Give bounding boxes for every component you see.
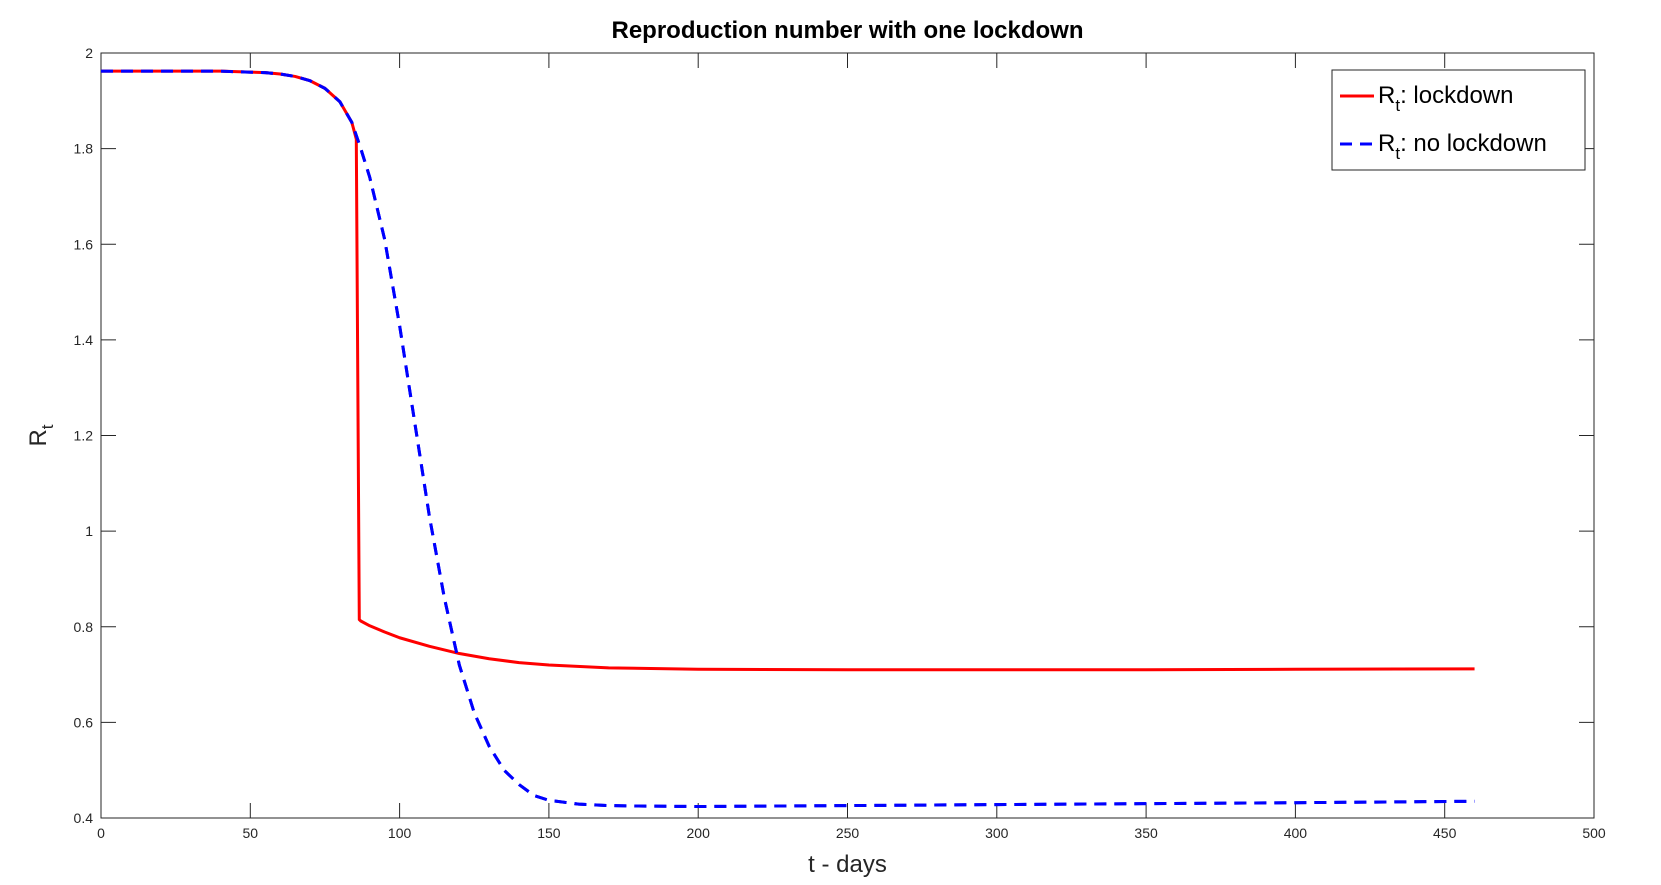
series-layer: [101, 69, 1475, 809]
legend-label-main: R: [1378, 130, 1395, 157]
legend-label: Rt: lockdown: [1378, 82, 1513, 115]
x-axis-label: t - days: [808, 851, 887, 878]
x-tick-label: 250: [836, 825, 860, 841]
y-tick-label: 1.6: [74, 236, 94, 252]
legend-box: [1331, 69, 1586, 171]
y-tick-label: 1.8: [74, 141, 94, 157]
y-tick-label: 1.2: [74, 428, 94, 444]
x-tick-label: 400: [1284, 825, 1308, 841]
legend-label-rest: : no lockdown: [1400, 130, 1547, 157]
chart-title: Reproduction number with one lockdown: [612, 17, 1084, 44]
x-tick-label: 100: [388, 825, 412, 841]
legend-label-rest: : lockdown: [1400, 82, 1513, 109]
y-tick-label: 0.4: [74, 810, 94, 826]
y-tick-label: 2: [85, 45, 93, 61]
y-axis-label-main: R: [25, 429, 52, 446]
y-axis-ticks: 0.4 0.6 0.8 1 1.2 1.4 1.6 1.8 2: [74, 45, 1594, 826]
legend-label-subscript: t: [1395, 96, 1400, 115]
x-tick-label: 450: [1433, 825, 1457, 841]
legend-label: Rt: no lockdown: [1378, 130, 1547, 163]
series-line-no-lockdown-overlay: [101, 69, 1475, 809]
y-axis-label-subscript: t: [38, 424, 57, 429]
x-tick-label: 300: [985, 825, 1009, 841]
legend-label-subscript: t: [1395, 144, 1400, 163]
y-tick-label: 0.8: [74, 619, 94, 635]
x-tick-label: 150: [537, 825, 561, 841]
x-axis-ticks: 0 50 100 150 200 250 300 350 400 450 500: [97, 53, 1606, 841]
x-tick-label: 350: [1134, 825, 1158, 841]
legend-label-main: R: [1378, 82, 1395, 109]
y-tick-label: 0.6: [74, 714, 94, 730]
y-tick-label: 1: [85, 523, 93, 539]
plot-area: [100, 52, 1595, 819]
x-tick-label: 0: [97, 825, 105, 841]
x-tick-label: 500: [1582, 825, 1606, 841]
y-tick-label: 1.4: [74, 332, 94, 348]
x-tick-label: 50: [243, 825, 259, 841]
x-tick-label: 200: [687, 825, 711, 841]
y-axis-label: Rt: [25, 424, 57, 446]
